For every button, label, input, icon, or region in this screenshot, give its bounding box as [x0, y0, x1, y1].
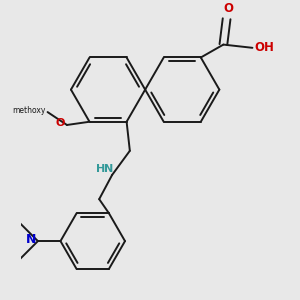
Text: N: N [104, 164, 113, 174]
Text: methoxy: methoxy [13, 106, 46, 115]
Text: O: O [56, 118, 65, 128]
Text: H: H [96, 164, 105, 174]
Text: N: N [26, 233, 36, 246]
Text: OH: OH [254, 41, 274, 54]
Text: O: O [223, 2, 233, 15]
